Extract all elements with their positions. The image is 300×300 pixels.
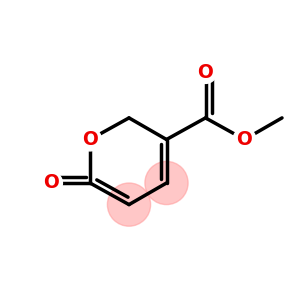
Circle shape [107,183,151,226]
Text: O: O [43,173,59,193]
Circle shape [79,128,101,151]
Text: O: O [237,130,252,149]
Circle shape [233,128,256,151]
Circle shape [145,161,188,205]
Text: O: O [82,130,98,149]
Circle shape [40,172,62,194]
Circle shape [194,61,217,83]
Text: O: O [198,62,213,82]
